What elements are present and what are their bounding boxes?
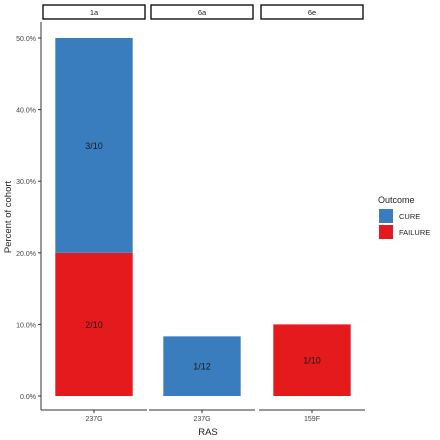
x-tick-label: 159F [304, 416, 320, 423]
y-tick-label: 0.0% [20, 394, 36, 401]
y-axis-title: Percent of cohort [3, 180, 14, 253]
facet-panels: 1a 2/10 3/10 237G 6a 1/12 237G 6e 1/10 159F [41, 4, 365, 423]
legend-label-cure: CURE [399, 212, 420, 221]
facet-panel-6a: 6a 1/12 237G [149, 4, 255, 423]
bar-segment-failure [273, 324, 351, 396]
facet-strip-label: 6e [308, 8, 316, 17]
y-tick-label: 10.0% [16, 322, 36, 329]
bar-segment-cure [163, 336, 241, 396]
facet-panel-6e: 6e 1/10 159F [259, 4, 365, 423]
legend-swatch-cure [379, 209, 393, 223]
facet-strip-label: 1a [90, 8, 99, 17]
legend-items: CURE FAILURE [379, 209, 430, 239]
facet-strip [150, 4, 254, 20]
y-tick-label: 20.0% [16, 251, 36, 258]
y-tick-label: 30.0% [16, 179, 36, 186]
bar-segment-failure [55, 252, 133, 396]
facet-strip-label: 6a [198, 8, 207, 17]
facet-strip [42, 4, 146, 20]
bar-segment-label: 2/10 [85, 320, 103, 330]
bar-segment-label: 1/12 [193, 362, 211, 372]
legend-swatch-failure [379, 225, 393, 239]
x-axis-title: RAS [198, 427, 218, 438]
y-tick-label: 40.0% [16, 108, 36, 115]
bar-segment-cure [55, 38, 133, 253]
y-tick-label: 50.0% [16, 36, 36, 43]
legend: Outcome CURE FAILURE [378, 195, 430, 239]
bar-segment-label: 1/10 [303, 356, 321, 366]
legend-title: Outcome [378, 195, 415, 205]
facet-strip [260, 4, 364, 20]
x-tick-label: 237G [85, 416, 102, 423]
facet-panel-1a: 1a 2/10 3/10 237G [41, 4, 147, 423]
legend-label-failure: FAILURE [399, 228, 430, 237]
bar-segment-label: 3/10 [85, 141, 103, 151]
x-tick-label: 237G [193, 416, 210, 423]
y-axis: 0.0% 10.0% 20.0% 30.0% 40.0% 50.0% [16, 22, 42, 410]
